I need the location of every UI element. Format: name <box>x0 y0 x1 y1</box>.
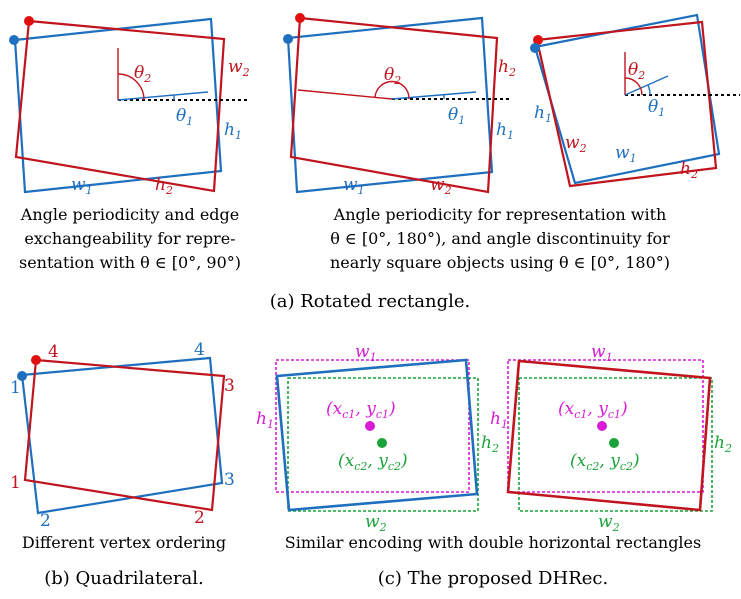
subcaption-a: (a) Rotated rectangle. <box>270 291 471 312</box>
theta2-label: θ2 <box>628 60 645 82</box>
theta2-label: θ2 <box>134 63 151 85</box>
panel-rotated-rect-180: θ2 θ1 h2 h1 w1 w2 <box>283 13 516 197</box>
vertex-3-blue: 3 <box>224 470 235 490</box>
w1-label: w1 <box>343 175 365 197</box>
center-c2-label: (xc2, yc2) <box>338 451 408 473</box>
theta2-label: θ2 <box>384 65 401 87</box>
theta1-label: θ1 <box>448 105 465 127</box>
panel-rotated-rect-90: θ2 θ1 w2 h1 w1 h2 Angle periodicity and … <box>9 16 250 272</box>
blue-vertex-marker <box>283 34 293 44</box>
vertex-4-red: 4 <box>48 342 59 362</box>
center-c1-dot <box>597 421 607 431</box>
h2-label: h2 <box>498 57 516 79</box>
vertex-1-blue: 1 <box>10 378 21 398</box>
top-right-caption-line-2: θ ∈ [0°, 180°), and angle discontinuity … <box>330 229 670 248</box>
blue-vertex-marker <box>530 43 540 53</box>
blue-direction-line <box>391 91 477 100</box>
theta2-arc <box>624 77 643 96</box>
vertex-2-blue: 2 <box>40 511 51 531</box>
blue-vertex-marker <box>9 35 19 45</box>
theta2-arc <box>117 73 145 101</box>
caption-line-2: exchangeability for repre- <box>24 229 235 248</box>
h2-label: h2 <box>481 433 499 455</box>
h2-label: h2 <box>714 433 732 455</box>
w1-label: w1 <box>355 342 377 364</box>
blue-direction-line <box>117 91 209 101</box>
h2-label: h2 <box>680 159 698 181</box>
h1-label: h1 <box>496 120 514 142</box>
h2-label: h2 <box>155 175 173 197</box>
w2-label: w2 <box>365 512 387 534</box>
vertex-1-red: 1 <box>10 473 21 493</box>
w1-label: w1 <box>71 175 93 197</box>
center-c1-label: (xc1, yc1) <box>558 399 628 421</box>
magenta-horizontal-box <box>275 359 470 493</box>
blue-direction-line <box>624 75 669 96</box>
theta1-label: θ1 <box>648 97 665 119</box>
red-vertex-marker <box>533 35 543 45</box>
h1-label: h1 <box>256 409 274 431</box>
center-c1-label: (xc1, yc1) <box>326 399 396 421</box>
top-right-caption-line-3: nearly square objects using θ ∈ [0°, 180… <box>330 253 670 272</box>
blue-rectangle <box>13 17 223 194</box>
theta1-label: θ1 <box>176 106 193 128</box>
red-rectangle <box>14 19 226 193</box>
green-horizontal-box <box>518 377 713 512</box>
h1-label: h1 <box>534 103 552 125</box>
center-c2-label: (xc2, yc2) <box>570 451 640 473</box>
red-direction-line <box>297 89 393 100</box>
blue-vertex-marker <box>17 371 27 381</box>
w2-label: w2 <box>598 512 620 534</box>
theta1-arc <box>647 84 651 96</box>
green-horizontal-box <box>287 377 479 512</box>
red-rectangle <box>535 20 718 188</box>
subcaption-b: (b) Quadrilateral. <box>44 568 203 589</box>
magenta-horizontal-box <box>507 359 704 493</box>
dhrec-caption: Similar encoding with double horizontal … <box>285 533 701 552</box>
vertex-2-red: 2 <box>194 508 205 528</box>
vertex-3-red: 3 <box>224 376 235 396</box>
red-vertex-marker <box>24 16 34 26</box>
h1-label: h1 <box>490 409 508 431</box>
subcaption-c: (c) The proposed DHRec. <box>378 568 608 589</box>
caption-line-3: sentation with θ ∈ [0°, 90°) <box>19 253 241 272</box>
theta2-arc <box>374 80 410 100</box>
w2-label: w2 <box>430 175 452 197</box>
red-quadrilateral <box>23 358 226 512</box>
top-right-caption-line-1: Angle periodicity for representation wit… <box>333 205 667 224</box>
blue-rectangle <box>275 358 479 512</box>
w2-label: w2 <box>565 133 587 155</box>
blue-rectangle <box>533 13 721 185</box>
panel-quadrilateral: 4 4 1 3 1 3 2 2 Different vertex orderin… <box>10 340 235 552</box>
panel-dhrec-left: w1 h1 h2 w2 (xc1, yc1) (xc2, yc2) <box>256 342 499 534</box>
red-vertex-marker <box>31 355 41 365</box>
center-c2-dot <box>609 438 619 448</box>
caption-line-1: Angle periodicity and edge <box>20 205 239 224</box>
w2-label: w2 <box>228 57 250 79</box>
panel-rotated-rect-square: θ2 θ1 h1 w2 w1 h2 <box>530 13 740 188</box>
w1-label: w1 <box>615 143 637 165</box>
center-c2-dot <box>377 438 387 448</box>
w1-label: w1 <box>591 342 613 364</box>
center-c1-dot <box>365 421 375 431</box>
panel-dhrec-right: w1 h1 h2 w2 (xc1, yc1) (xc2, yc2) <box>490 342 732 534</box>
red-rectangle <box>289 16 499 194</box>
vertex-4-blue: 4 <box>194 340 205 360</box>
h1-label: h1 <box>224 120 242 142</box>
blue-quadrilateral <box>20 356 224 515</box>
quadrilateral-caption: Different vertex ordering <box>22 533 226 552</box>
red-vertex-marker <box>295 13 305 23</box>
blue-rectangle <box>286 16 494 194</box>
red-rectangle <box>506 359 712 512</box>
